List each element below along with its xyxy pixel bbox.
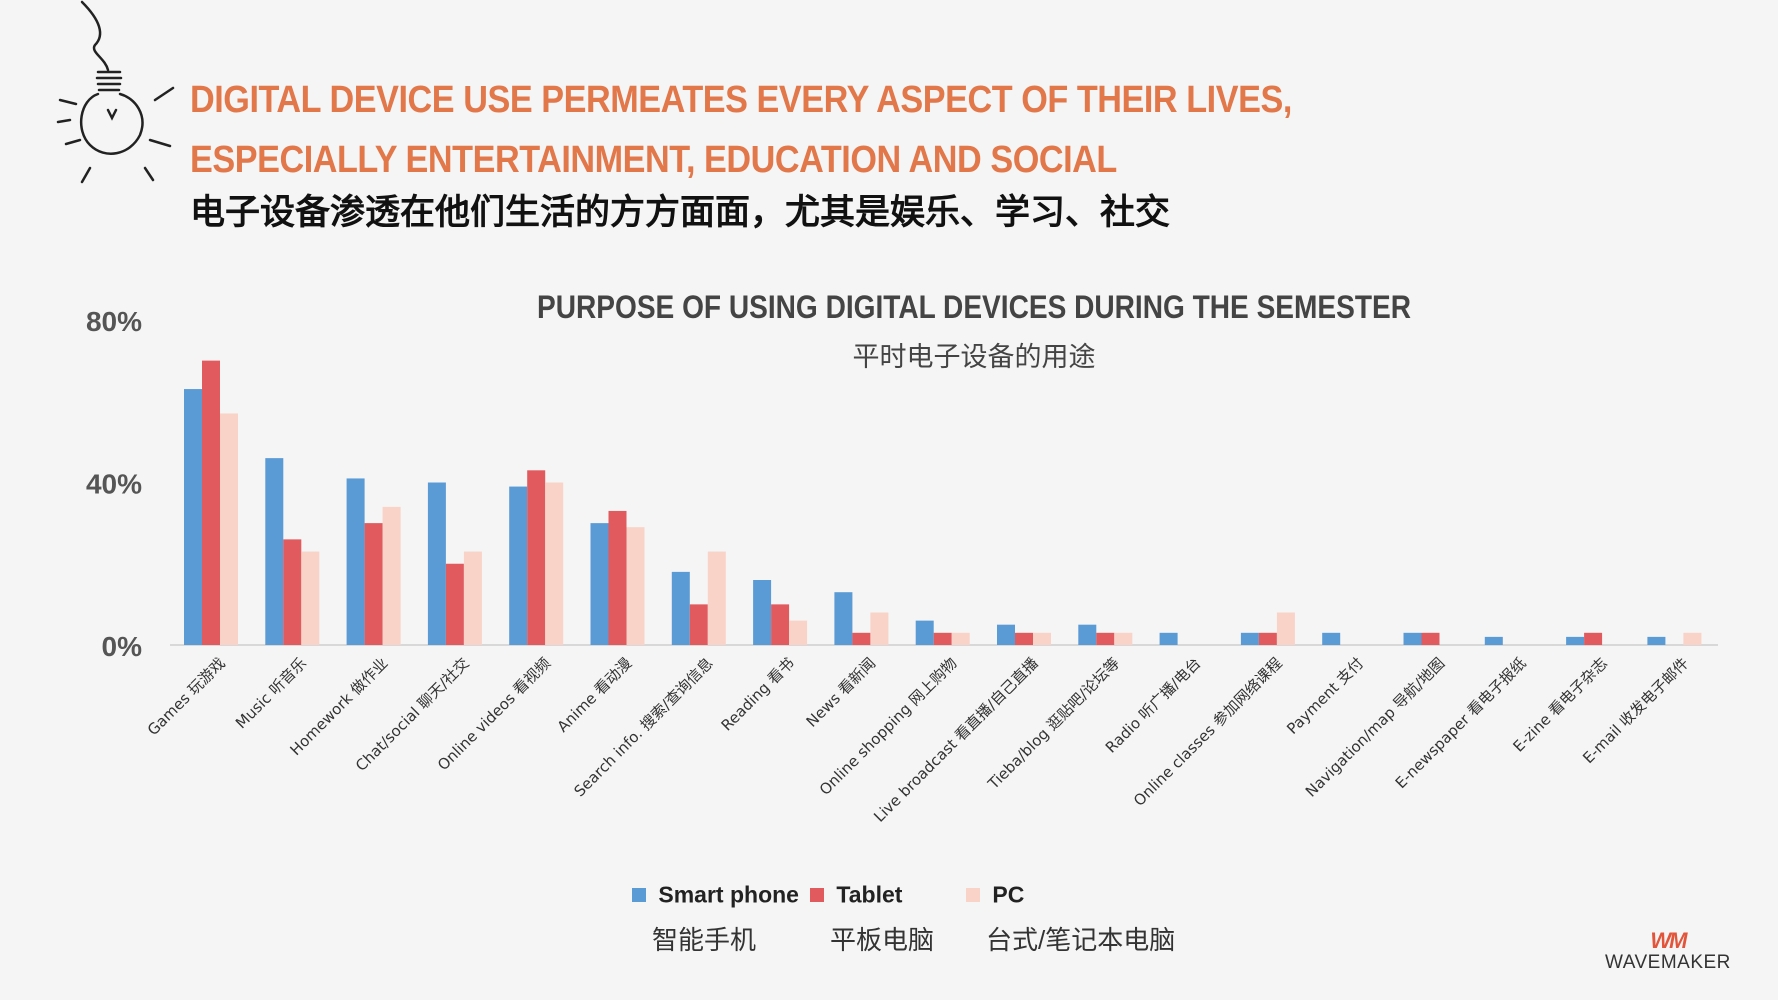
bar-tablet <box>1258 632 1277 645</box>
x-tick-label: Online classes 参加网络课程 <box>1130 654 1286 810</box>
legend-label-cn: 平板电脑 <box>830 925 935 955</box>
bar-tablet <box>1421 632 1440 645</box>
legend-label: PC <box>992 881 1025 908</box>
x-tick-label: Tieba/blog 逛贴吧/论坛等 <box>984 654 1123 793</box>
bar-smart-phone <box>834 592 853 645</box>
bar-smart-phone <box>1403 632 1422 645</box>
bar-smart-phone <box>1322 632 1341 645</box>
legend-pc: PC 台式/笔记本电脑 <box>966 880 1175 955</box>
legend-swatch <box>632 887 646 902</box>
bar-tablet <box>771 604 790 645</box>
legend-label: Tablet <box>836 881 903 908</box>
legend-tablet: Tablet 平板电脑 <box>810 880 934 955</box>
x-tick-label: Games 玩游戏 <box>144 654 229 739</box>
bar-smart-phone <box>1566 636 1585 645</box>
bar-tablet <box>1015 632 1033 645</box>
bar-pc <box>870 612 889 645</box>
headline: DIGITAL DEVICE USE PERMEATES EVERY ASPEC… <box>190 79 1292 181</box>
x-tick-label: Live broadcast 看直播/自己直播 <box>870 654 1042 826</box>
bar-pc <box>707 551 726 645</box>
legend-label-cn: 台式/笔记本电脑 <box>986 925 1176 955</box>
bar-tablet <box>608 510 627 645</box>
y-tick-label: 40% <box>86 469 142 500</box>
logo-wordmark: WAVEMAKER <box>1605 952 1731 973</box>
legend-swatch <box>966 887 980 902</box>
bar-smart-phone <box>1240 632 1259 645</box>
bar-pc <box>1033 632 1051 645</box>
bar-tablet <box>445 563 464 645</box>
bar-tablet <box>933 632 952 645</box>
bar-pc <box>626 527 645 645</box>
legend-label: Smart phone <box>658 881 799 908</box>
x-tick-label: Online shopping 网上购物 <box>816 654 961 799</box>
bar-smart-phone <box>265 458 284 645</box>
bar-smart-phone <box>1078 624 1097 645</box>
lightbulb-icon <box>56 0 175 184</box>
bar-smart-phone <box>346 478 365 645</box>
bar-smart-phone <box>184 389 202 645</box>
bar-smart-phone <box>997 624 1015 645</box>
bar-smart-phone <box>753 580 772 645</box>
logo-mark: WM <box>1650 928 1687 953</box>
bar-smart-phone <box>509 486 528 645</box>
bar-smart-phone <box>427 482 446 645</box>
x-tick-label: Reading 看书 <box>718 654 798 734</box>
bar-smart-phone <box>1159 632 1178 645</box>
bar-tablet <box>689 604 708 645</box>
bar-tablet <box>202 360 220 645</box>
bar-tablet <box>283 539 302 645</box>
legend-label-cn: 智能手机 <box>652 925 757 955</box>
x-tick-label: E-newspaper 看电子报纸 <box>1392 654 1530 792</box>
headline-cn: 电子设备渗透在他们生活的方方面面，尤其是娱乐、学习、社交 <box>190 193 1171 233</box>
bar-pc <box>1114 632 1133 645</box>
wavemaker-logo: WM WAVEMAKER <box>1605 928 1731 974</box>
bar-smart-phone <box>671 571 690 645</box>
y-tick-label: 80% <box>86 306 142 337</box>
bar-tablet <box>527 470 546 645</box>
bar-pc <box>382 506 401 645</box>
bar-pc <box>220 413 238 645</box>
bar-smart-phone <box>590 523 609 645</box>
x-tick-label: Music 听音乐 <box>232 654 310 732</box>
bar-smart-phone <box>1484 636 1503 645</box>
bar-pc <box>951 632 970 645</box>
legend-smart-phone: Smart phone 智能手机 <box>632 880 799 955</box>
bar-tablet <box>1584 632 1603 645</box>
bar-pc <box>545 482 564 645</box>
x-tick-label: Search info. 搜索/查询信息 <box>570 654 716 800</box>
x-tick-label: Anime 看动漫 <box>554 654 636 736</box>
bar-smart-phone <box>915 620 934 645</box>
x-tick-label: News 看新闻 <box>803 654 880 731</box>
chart-title: PURPOSE OF USING DIGITAL DEVICES DURING … <box>537 289 1411 325</box>
bar-tablet <box>1096 632 1115 645</box>
bar-pc <box>1276 612 1295 645</box>
x-tick-label: Navigation/map 导航/地图 <box>1302 654 1448 800</box>
bar-pc <box>463 551 482 645</box>
legend-swatch <box>810 887 824 902</box>
chart-subtitle: 平时电子设备的用途 <box>853 342 1096 373</box>
bar-pc <box>789 620 808 645</box>
bar-pc <box>301 551 320 645</box>
bar-smart-phone <box>1647 636 1666 645</box>
x-tick-label: Payment 支付 <box>1283 654 1367 738</box>
y-tick-label: 0% <box>102 631 143 662</box>
bar-pc <box>1683 632 1702 645</box>
bar-tablet <box>852 632 871 645</box>
bar-tablet <box>364 523 383 645</box>
